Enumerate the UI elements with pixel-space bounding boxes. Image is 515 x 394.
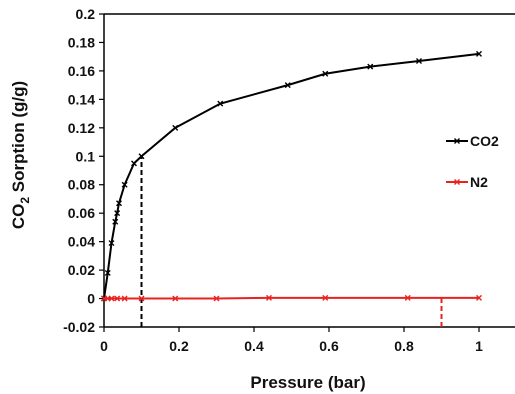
y-label-prefix: CO bbox=[9, 204, 28, 230]
y-tick-label: 0 bbox=[87, 291, 95, 307]
data-point bbox=[476, 294, 482, 301]
x-tick-label: 0.8 bbox=[394, 338, 414, 354]
data-point bbox=[172, 295, 179, 302]
y-tick-label: 0.04 bbox=[68, 234, 95, 250]
y-tick-label: 0.12 bbox=[68, 120, 95, 136]
data-point bbox=[138, 295, 145, 302]
data-point bbox=[172, 124, 179, 131]
y-tick-label: 0.18 bbox=[68, 34, 95, 50]
plot-area: -0.02 0 0.02 0.04 0.06 0.08 0.1 0.12 0.14 0.16 0.1… bbox=[63, 6, 515, 354]
data-point bbox=[131, 160, 137, 167]
data-point bbox=[108, 240, 115, 247]
data-point bbox=[213, 295, 220, 302]
x-axis-label: Pressure (bar) bbox=[250, 373, 365, 392]
y-tick-label: 0.06 bbox=[68, 205, 95, 221]
data-point bbox=[121, 295, 128, 302]
legend-marker bbox=[454, 138, 460, 144]
data-point bbox=[416, 57, 422, 64]
y-label-subscript: 2 bbox=[18, 197, 32, 204]
data-point bbox=[266, 294, 272, 301]
x-tick-label: 0.6 bbox=[319, 338, 339, 354]
x-tick-label: 0.4 bbox=[244, 338, 264, 354]
data-point bbox=[108, 295, 115, 302]
y-tick-label: 0.02 bbox=[68, 262, 95, 278]
x-tick-label: 0 bbox=[100, 338, 108, 354]
data-point bbox=[476, 50, 482, 57]
data-point bbox=[322, 294, 329, 301]
data-point bbox=[138, 153, 145, 160]
data-point bbox=[284, 82, 291, 89]
legend-label-n2: N2 bbox=[470, 174, 488, 190]
data-point bbox=[217, 100, 224, 107]
y-tick-label: 0.08 bbox=[68, 177, 95, 193]
data-point bbox=[116, 200, 122, 207]
series-line-co2 bbox=[103, 52, 480, 299]
data-point bbox=[404, 294, 411, 301]
legend-label-co2: CO2 bbox=[470, 133, 499, 149]
data-point bbox=[114, 210, 121, 217]
y-tick-label: 0.14 bbox=[68, 91, 95, 107]
data-point bbox=[114, 295, 121, 302]
y-tick-label: -0.02 bbox=[63, 319, 95, 335]
data-point bbox=[104, 269, 111, 276]
data-point bbox=[322, 70, 329, 77]
data-point bbox=[112, 218, 119, 225]
y-label-suffix: Sorption (g/g) bbox=[9, 81, 28, 197]
data-point bbox=[121, 181, 128, 188]
data-point bbox=[367, 63, 374, 70]
legend-marker bbox=[454, 179, 460, 185]
x-tick-label: 0.2 bbox=[169, 338, 189, 354]
y-tick-label: 0.2 bbox=[76, 6, 96, 22]
y-axis-label: CO2 Sorption (g/g) bbox=[9, 81, 32, 229]
series-line-n2 bbox=[104, 296, 479, 300]
y-tick-label: 0.16 bbox=[68, 63, 95, 79]
x-tick-label: 1 bbox=[475, 338, 483, 354]
y-tick-label: 0.1 bbox=[76, 148, 96, 164]
y-axis-label-text: CO2 Sorption (g/g) bbox=[9, 81, 32, 229]
